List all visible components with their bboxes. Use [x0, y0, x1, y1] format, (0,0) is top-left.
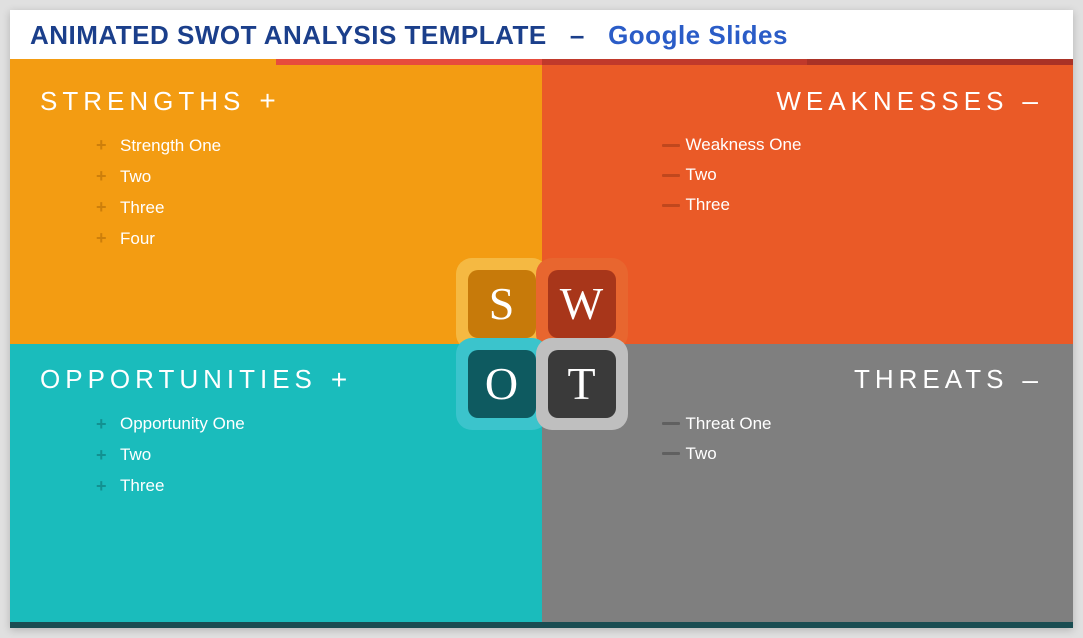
plus-icon: + — [96, 414, 114, 435]
list-item: + Two — [96, 445, 512, 466]
item-text: Two — [120, 167, 151, 187]
title-bar: ANIMATED SWOT ANALYSIS TEMPLATE – Google… — [10, 10, 1073, 59]
threats-header: THREATS – — [572, 364, 1044, 396]
list-item: + Three — [96, 476, 512, 497]
item-text: Three — [120, 476, 164, 496]
badge-o-inner: O — [468, 350, 536, 418]
title-main: ANIMATED SWOT ANALYSIS TEMPLATE — [30, 20, 547, 50]
list-item: Weakness One — [662, 135, 1044, 155]
plus-icon: + — [96, 197, 114, 218]
swot-center-badge: S W O T — [450, 252, 634, 436]
badge-o-outer: O — [456, 338, 548, 430]
strengths-header: STRENGTHS + — [40, 85, 512, 117]
badge-s-inner: S — [468, 270, 536, 338]
title-sub: Google Slides — [608, 20, 788, 50]
weaknesses-header: WEAKNESSES – — [572, 85, 1044, 117]
opportunities-label: OPPORTUNITIES — [40, 364, 317, 395]
weaknesses-label: WEAKNESSES — [776, 86, 1008, 117]
badge-w-inner: W — [548, 270, 616, 338]
badge-s-outer: S — [456, 258, 548, 350]
list-item: + Four — [96, 228, 512, 249]
opportunities-sign: + — [331, 364, 352, 396]
opportunities-header: OPPORTUNITIES + — [40, 364, 512, 396]
opportunities-list: + Opportunity One + Two + Three — [40, 414, 512, 497]
minus-icon — [662, 144, 680, 147]
slide-title: ANIMATED SWOT ANALYSIS TEMPLATE – Google… — [30, 20, 1053, 51]
weaknesses-list: Weakness One Two Three — [572, 135, 1044, 215]
list-item: Two — [662, 165, 1044, 185]
strengths-sign: + — [259, 85, 280, 117]
list-item: + Strength One — [96, 135, 512, 156]
minus-icon — [662, 204, 680, 207]
title-separator — [554, 20, 569, 50]
item-text: Three — [120, 198, 164, 218]
item-text: Two — [686, 165, 717, 185]
item-text: Weakness One — [686, 135, 802, 155]
plus-icon: + — [96, 476, 114, 497]
plus-icon: + — [96, 166, 114, 187]
list-item: + Three — [96, 197, 512, 218]
item-text: Two — [686, 444, 717, 464]
slide: ANIMATED SWOT ANALYSIS TEMPLATE – Google… — [10, 10, 1073, 628]
strengths-list: + Strength One + Two + Three + Four — [40, 135, 512, 249]
plus-icon: + — [96, 135, 114, 156]
list-item: + Two — [96, 166, 512, 187]
minus-icon — [662, 452, 680, 455]
minus-icon — [662, 422, 680, 425]
item-text: Two — [120, 445, 151, 465]
item-text: Opportunity One — [120, 414, 245, 434]
quadrants-grid: STRENGTHS + + Strength One + Two + Three + Four… — [10, 65, 1073, 622]
badge-t-inner: T — [548, 350, 616, 418]
item-text: Four — [120, 229, 155, 249]
threats-sign: – — [1022, 364, 1043, 396]
item-text: Three — [686, 195, 730, 215]
badge-w-outer: W — [536, 258, 628, 350]
strengths-label: STRENGTHS — [40, 86, 245, 117]
threats-list: Threat One Two — [572, 414, 1044, 464]
minus-icon — [662, 174, 680, 177]
list-item: Three — [662, 195, 1044, 215]
item-text: Threat One — [686, 414, 772, 434]
plus-icon: + — [96, 228, 114, 249]
badge-t-outer: T — [536, 338, 628, 430]
bottom-strip — [10, 622, 1073, 628]
item-text: Strength One — [120, 136, 221, 156]
plus-icon: + — [96, 445, 114, 466]
weaknesses-sign: – — [1022, 85, 1043, 117]
list-item: Threat One — [662, 414, 1044, 434]
list-item: Two — [662, 444, 1044, 464]
threats-label: THREATS — [854, 364, 1008, 395]
